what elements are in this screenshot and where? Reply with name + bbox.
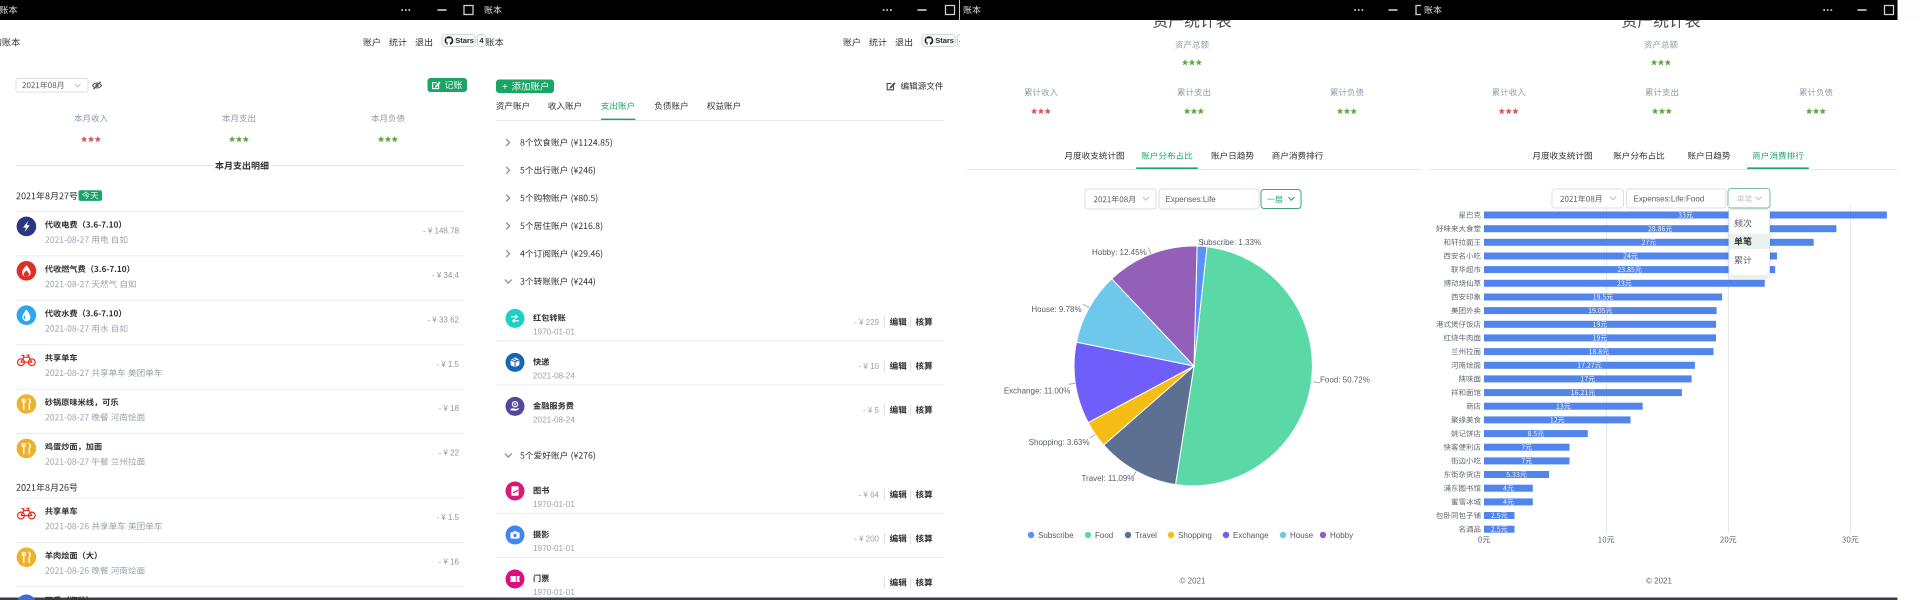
svg-text:Shopping: Shopping [1178,531,1212,540]
svg-text:2021-08-24: 2021-08-24 [533,416,575,425]
svg-text:1970-01-01: 1970-01-01 [533,544,575,553]
svg-text:Food: Food [1095,531,1113,540]
svg-text:Hobby: Hobby [1330,531,1353,540]
svg-text:- ¥ 18: - ¥ 18 [439,404,460,413]
svg-text:House: House [1290,531,1314,540]
svg-text:1970-01-01: 1970-01-01 [533,500,575,509]
svg-text:+: + [502,82,508,93]
svg-text:1970-01-01: 1970-01-01 [533,588,575,597]
svg-text:Hobby: 12.45%: Hobby: 12.45% [1092,248,1147,257]
svg-text:2021-08-24: 2021-08-24 [533,372,575,381]
svg-text:Subscribe: Subscribe [1038,531,1074,540]
svg-text:- ¥ 64: - ¥ 64 [859,490,880,499]
svg-text:House: 9.78%: House: 9.78% [1031,305,1081,314]
svg-text:- ¥ 1.5: - ¥ 1.5 [436,360,459,369]
svg-text:Expenses:Life:Food: Expenses:Life:Food [1634,195,1705,204]
svg-text:- ¥ 16: - ¥ 16 [439,558,460,567]
svg-text:- ¥ 33.62: - ¥ 33.62 [427,315,459,324]
svg-text:Stars: Stars [935,36,954,45]
svg-text:Shopping: 3.63%: Shopping: 3.63% [1029,438,1090,447]
svg-text:- ¥ 200: - ¥ 200 [854,534,879,543]
svg-text:Exchange: Exchange [1233,531,1269,540]
svg-text:Stars: Stars [455,36,474,45]
svg-text:4: 4 [479,36,484,45]
svg-text:- ¥ 5: - ¥ 5 [863,406,880,415]
svg-text:Subscribe: 1.33%: Subscribe: 1.33% [1198,238,1261,247]
svg-text:1970-01-01: 1970-01-01 [533,328,575,337]
svg-text:Travel: 11.09%: Travel: 11.09% [1081,474,1134,483]
svg-text:- ¥ 34.4: - ¥ 34.4 [432,271,460,280]
svg-text:Travel: Travel [1135,531,1157,540]
svg-text:Exchange: 11.00%: Exchange: 11.00% [1004,387,1071,396]
svg-text:- ¥ 1.5: - ¥ 1.5 [436,513,459,522]
svg-text:- ¥ 10: - ¥ 10 [859,362,880,371]
svg-text:Food: 50.72%: Food: 50.72% [1320,376,1370,385]
svg-text:© 2021: © 2021 [1180,576,1206,585]
svg-text:© 2021: © 2021 [1646,576,1672,585]
svg-text:- ¥ 148.78: - ¥ 148.78 [423,227,460,236]
svg-text:- ¥ 229: - ¥ 229 [854,318,879,327]
svg-text:Expenses:Life: Expenses:Life [1166,195,1217,204]
svg-text:4: 4 [959,36,964,45]
svg-text:- ¥ 22: - ¥ 22 [439,449,460,458]
